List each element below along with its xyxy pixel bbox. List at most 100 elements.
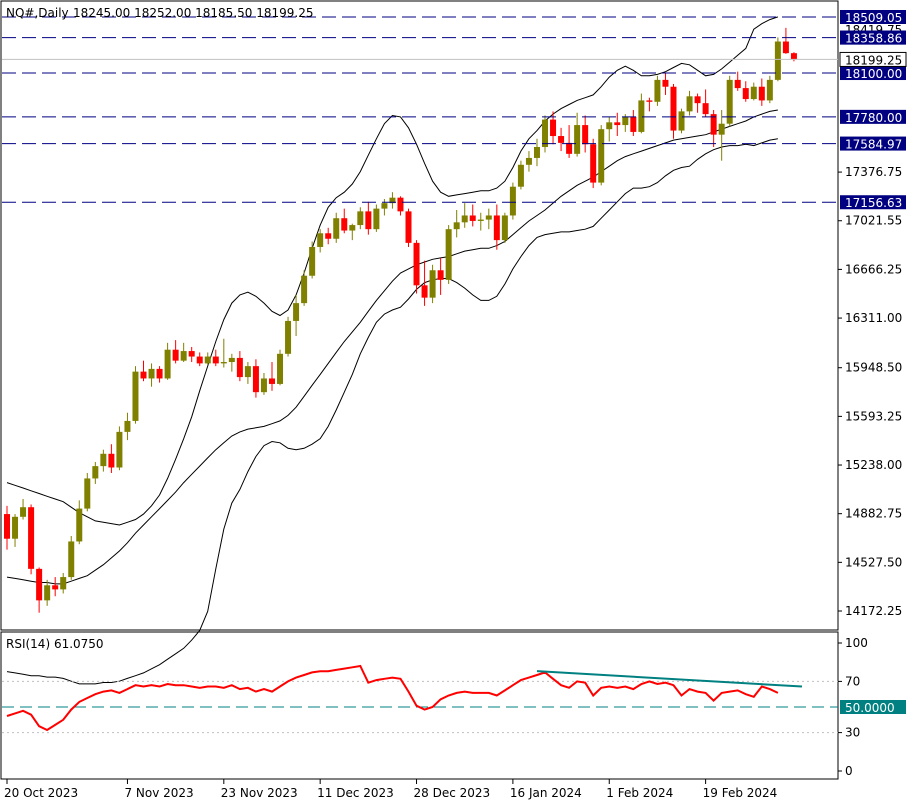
price-tick-label: 15238.00	[845, 458, 902, 472]
candle	[686, 90, 693, 116]
candle-body	[341, 218, 348, 231]
candle	[373, 204, 380, 232]
candle	[188, 346, 195, 363]
candle	[766, 75, 773, 104]
candle-body	[228, 357, 235, 363]
candle	[268, 362, 275, 391]
candle-body	[389, 197, 396, 204]
candle	[228, 353, 235, 372]
time-tick-label: 28 Dec 2023	[414, 786, 491, 800]
current-price-badge	[839, 51, 907, 67]
candle	[293, 294, 300, 337]
candle	[614, 112, 621, 137]
candle-body	[558, 136, 565, 143]
candle-body	[766, 79, 773, 101]
candle	[742, 81, 749, 102]
candle-body	[525, 157, 532, 165]
candle	[782, 27, 789, 54]
candle	[164, 342, 171, 380]
time-tick-label: 16 Jan 2024	[510, 786, 582, 800]
candle	[726, 75, 733, 127]
rsi-indicator	[2, 664, 838, 734]
candle-body	[28, 507, 35, 569]
candle	[718, 110, 725, 161]
candle-body	[598, 129, 605, 183]
candle	[413, 240, 420, 294]
price-tick-label: 16311.00	[845, 311, 902, 325]
rsi-level-badge	[840, 700, 906, 714]
candle	[301, 270, 308, 306]
candle	[790, 52, 797, 62]
candle	[244, 362, 251, 384]
candle-body	[180, 351, 187, 361]
candle-body	[550, 119, 557, 137]
candle	[108, 444, 115, 473]
candle-body	[654, 79, 661, 102]
candle-body	[461, 215, 468, 223]
candle	[493, 204, 500, 250]
candle	[260, 372, 267, 395]
candle-body	[566, 142, 573, 154]
time-tick-label: 7 Nov 2023	[124, 786, 193, 800]
candle-body	[349, 225, 356, 231]
time-tick-label: 20 Oct 2023	[4, 786, 78, 800]
rsi-header: RSI(14) 61.0750	[6, 637, 104, 651]
bollinger-middle-line	[6, 109, 778, 585]
candle	[44, 579, 51, 606]
candle-body	[782, 41, 789, 54]
level-badge-label: 17156.63	[845, 196, 902, 210]
candle	[365, 201, 372, 235]
candle	[678, 108, 685, 134]
candle-body	[437, 270, 444, 280]
candle-body	[301, 275, 308, 304]
candle	[76, 500, 83, 545]
candle-body	[493, 215, 500, 241]
candle-body	[509, 186, 516, 216]
bollinger-lower-line	[6, 138, 778, 685]
candle	[758, 78, 765, 106]
candle	[277, 349, 284, 386]
candle	[566, 125, 573, 158]
candle-body	[485, 215, 492, 220]
candle	[196, 352, 203, 367]
candle-body	[44, 585, 51, 601]
candle-body	[172, 349, 179, 361]
candle	[574, 112, 581, 157]
candle	[646, 97, 653, 112]
candle	[285, 316, 292, 357]
price-tick-label: 15593.25	[845, 409, 902, 423]
candle-body	[293, 303, 300, 321]
candle	[36, 567, 43, 613]
candle-body	[678, 111, 685, 131]
candle-body	[542, 119, 549, 147]
time-axis: 20 Oct 2023 7 Nov 2023 23 Nov 2023 11 Dec 2…	[4, 779, 777, 800]
rsi-level-label: 50.0000	[845, 701, 895, 715]
candle-body	[92, 466, 99, 479]
candle-body	[156, 368, 163, 379]
candle-body	[469, 215, 476, 221]
rsi-tick-label: 0	[845, 764, 853, 778]
candle-body	[429, 270, 436, 298]
candle-body	[501, 215, 508, 241]
candle	[28, 504, 35, 575]
time-tick-label: 19 Feb 2024	[703, 786, 778, 800]
price-tick-label: 17021.55	[845, 214, 902, 228]
candle-body	[268, 378, 275, 384]
candle	[100, 449, 107, 472]
candle	[212, 349, 219, 367]
candle	[485, 208, 492, 230]
rsi-tick-label: 30	[845, 726, 860, 740]
candle	[533, 138, 540, 167]
candle-body	[373, 208, 380, 230]
candle-body	[405, 211, 412, 243]
candle-body	[710, 114, 717, 135]
candle	[124, 412, 131, 441]
candle-body	[533, 146, 540, 158]
candle-body	[790, 53, 797, 60]
candle	[542, 115, 549, 153]
candle	[710, 110, 717, 147]
candle-body	[445, 229, 452, 280]
candle-body	[116, 431, 123, 468]
candle-body	[646, 100, 653, 102]
